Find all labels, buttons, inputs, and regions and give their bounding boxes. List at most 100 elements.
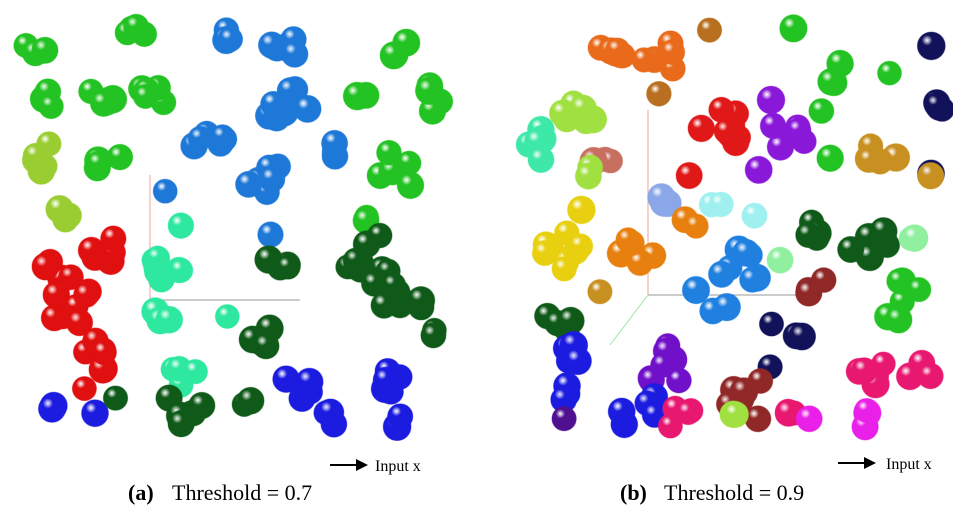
sphere <box>210 125 234 149</box>
sphere <box>237 387 264 414</box>
panel-label: (b) <box>620 480 647 505</box>
sphere <box>253 333 279 359</box>
sphere <box>854 398 878 422</box>
sphere <box>877 61 901 85</box>
axis-arrow-b <box>838 457 876 469</box>
axis-line <box>610 295 648 345</box>
sphere <box>153 179 177 203</box>
sphere <box>901 225 928 252</box>
sphere <box>714 119 739 144</box>
sphere <box>818 68 845 95</box>
sphere <box>258 32 285 59</box>
axis-label: Input x <box>886 456 932 473</box>
sphere <box>885 306 912 333</box>
sphere <box>632 48 657 73</box>
sphere <box>684 214 709 239</box>
sphere <box>608 398 635 425</box>
sphere <box>235 171 261 197</box>
sphere <box>722 401 748 427</box>
sphere <box>917 32 945 60</box>
sphere <box>557 307 584 334</box>
sphere <box>415 77 443 105</box>
sphere <box>616 228 640 252</box>
sphere <box>709 192 734 217</box>
sphere <box>86 151 111 176</box>
sphere <box>169 258 193 282</box>
sphere <box>528 147 554 173</box>
sphere <box>796 406 822 432</box>
sphere <box>397 172 424 199</box>
sphere <box>567 196 595 224</box>
sphere <box>317 399 344 426</box>
figure: Input x (a) Threshold = 0.7 Input x (b) … <box>0 0 953 507</box>
sphere <box>168 213 194 239</box>
sphere <box>373 367 398 392</box>
sphere <box>39 94 64 119</box>
sphere <box>647 81 672 106</box>
sphere <box>381 273 405 297</box>
sphere <box>46 195 74 223</box>
sphere <box>708 261 734 287</box>
sphere <box>588 279 612 303</box>
sphere <box>296 368 324 396</box>
panel-b <box>516 15 953 440</box>
sphere <box>321 130 347 156</box>
sphere <box>532 241 557 266</box>
sphere <box>759 312 783 336</box>
panel-label: (a) <box>128 480 154 505</box>
sphere <box>407 287 435 315</box>
sphere <box>421 323 446 348</box>
sphere <box>218 27 243 52</box>
sphere <box>41 305 67 331</box>
sphere <box>796 222 821 247</box>
sphere <box>745 156 772 183</box>
sphere <box>74 282 99 307</box>
sphere <box>713 293 741 321</box>
sphere <box>183 359 208 384</box>
sphere <box>343 248 368 273</box>
sphere <box>817 145 844 172</box>
sphere <box>276 255 300 279</box>
sphere <box>795 280 822 307</box>
panel-caption: Threshold = 0.9 <box>664 480 804 505</box>
sphere <box>757 86 785 114</box>
axis-arrow-a <box>330 459 368 471</box>
sphere <box>709 97 734 122</box>
sphere <box>92 340 117 365</box>
sphere <box>90 90 116 116</box>
sphere <box>780 15 807 42</box>
sphere <box>552 406 576 430</box>
sphere <box>343 82 371 110</box>
panel-caption: Threshold = 0.7 <box>172 480 312 505</box>
sphere <box>277 77 303 103</box>
sphere <box>605 38 630 63</box>
sphere <box>651 353 676 378</box>
sphere <box>564 347 592 375</box>
sphere <box>688 115 715 142</box>
sphere <box>188 126 212 150</box>
sphere <box>740 267 765 292</box>
sphere <box>660 40 685 65</box>
sphere <box>377 140 402 165</box>
sphere <box>101 226 127 252</box>
sphere <box>786 118 811 143</box>
panel-a <box>14 14 453 441</box>
sphere <box>697 18 721 42</box>
sphere <box>156 306 183 333</box>
sphere <box>658 414 682 438</box>
sphere <box>676 162 702 188</box>
sphere <box>133 84 157 108</box>
sphere <box>259 166 285 192</box>
sphere <box>742 203 767 228</box>
sphere <box>215 304 239 328</box>
sphere <box>918 363 944 389</box>
sphere <box>32 37 58 63</box>
sphere <box>760 113 786 139</box>
sphere <box>767 247 793 273</box>
sphere <box>870 218 897 245</box>
sphere <box>103 386 127 410</box>
sphere <box>38 395 65 422</box>
sphere <box>23 143 49 169</box>
sphere <box>569 95 596 122</box>
sphere <box>575 163 601 189</box>
